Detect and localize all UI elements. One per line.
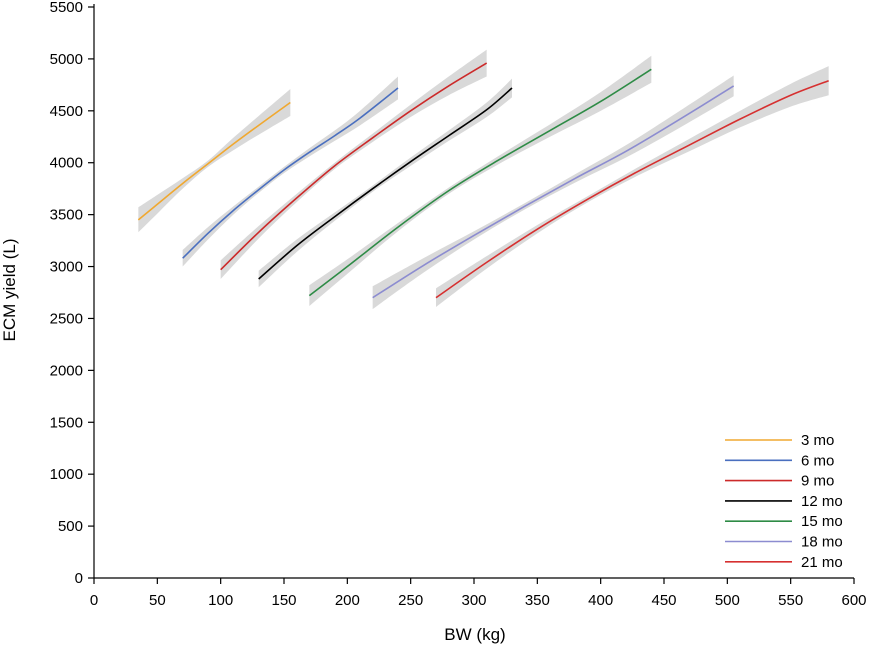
legend-label: 3 mo [801,432,834,449]
legend-label: 6 mo [801,452,834,469]
series-line-1 [137,101,291,221]
x-axis-title: BW (kg) [444,625,505,644]
legend-label: 15 mo [801,513,843,530]
x-tick-label: 350 [525,592,550,609]
confidence-band-7 [436,66,829,308]
y-tick-label: 4500 [50,103,83,120]
confidence-band-6 [372,75,734,310]
y-tick-label: 1500 [50,414,83,431]
legend-label: 9 mo [801,473,834,490]
y-tick-label: 2000 [50,362,83,379]
legend-label: 12 mo [801,493,843,510]
y-ticks: 0 500 1000 1500 2000 2500 3000 3500 4000 4500 5000… [50,0,94,587]
x-tick-label: 600 [841,592,866,609]
series-line-5 [308,68,652,297]
x-tick-label: 150 [271,592,296,609]
x-tick-label: 0 [90,592,98,609]
confidence-bands [138,49,829,310]
series-lines [137,62,829,299]
y-tick-label: 5500 [50,0,83,16]
axes: 0 50 100 150 200 250 300 350 400 450 500 550 600 0 50… [50,0,867,609]
legend-label: 18 mo [801,534,843,551]
y-axis-title: ECM yield (L) [0,239,19,342]
x-tick-label: 500 [715,592,740,609]
series-line-7 [435,79,829,299]
x-tick-label: 200 [335,592,360,609]
confidence-band-2 [182,76,398,267]
confidence-band-4 [258,78,512,288]
x-tick-label: 250 [398,592,423,609]
x-tick-label: 400 [588,592,613,609]
confidence-band-3 [220,49,487,280]
y-tick-label: 1000 [50,466,83,483]
x-tick-label: 450 [651,592,676,609]
confidence-band-1 [138,89,291,233]
series-line-4 [258,87,513,280]
y-tick-label: 500 [58,518,83,535]
x-tick-label: 50 [149,592,166,609]
x-tick-label: 100 [208,592,233,609]
y-tick-label: 2500 [50,310,83,327]
series-line-3 [220,62,488,271]
x-tick-label: 550 [778,592,803,609]
x-tick-label: 300 [461,592,486,609]
y-tick-label: 5000 [50,51,83,68]
legend: 3 mo 6 mo 9 mo 12 mo 15 mo 18 mo 21 mo [725,432,843,571]
y-tick-label: 4000 [50,155,83,172]
confidence-band-5 [309,55,652,306]
legend-label: 21 mo [801,554,843,571]
y-tick-label: 3500 [50,207,83,224]
y-tick-label: 0 [75,570,83,587]
series-line-2 [182,87,399,259]
series-line-6 [372,85,735,299]
y-tick-label: 3000 [50,259,83,276]
x-ticks: 0 50 100 150 200 250 300 350 400 450 500 550 600 [90,578,867,609]
